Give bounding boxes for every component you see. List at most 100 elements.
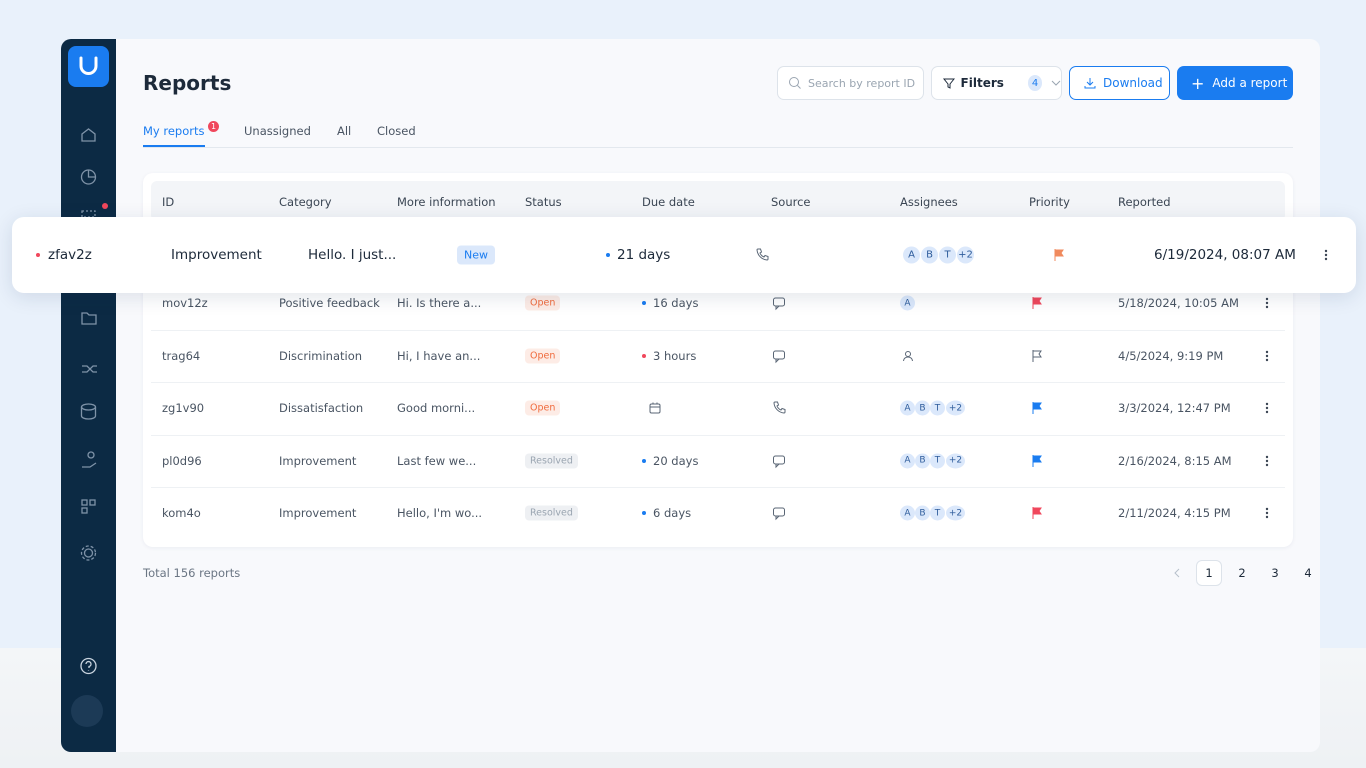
category: Improvement xyxy=(279,453,357,468)
more-info: Last few we... xyxy=(397,453,477,468)
row-menu[interactable] xyxy=(1318,247,1334,263)
row-menu[interactable] xyxy=(1259,505,1275,521)
status-tag: Open xyxy=(525,295,561,311)
priority-flag xyxy=(1029,505,1045,521)
row-dot xyxy=(36,253,40,257)
category: Improvement xyxy=(279,506,357,520)
row-menu-glyph xyxy=(1265,455,1269,466)
due-dot xyxy=(642,458,646,463)
total-count: Total 156 reports xyxy=(143,566,241,580)
column-header: Reported xyxy=(1118,195,1171,209)
source-icon xyxy=(771,348,787,364)
tab[interactable]: Unassigned xyxy=(244,124,311,138)
logo[interactable] xyxy=(68,46,109,87)
due-date: 16 days xyxy=(653,296,699,310)
more-info: Hi, I have an... xyxy=(397,348,481,363)
assignee: A xyxy=(903,246,920,264)
priority-flag xyxy=(1029,400,1045,416)
row-menu[interactable] xyxy=(1259,453,1275,469)
source-icon xyxy=(771,453,787,469)
row-menu[interactable] xyxy=(1259,348,1275,364)
column-header: Assignees xyxy=(900,195,958,209)
row-menu[interactable] xyxy=(1259,400,1275,416)
due-dot xyxy=(642,301,646,305)
report-id: trag64 xyxy=(162,348,201,363)
assignee: A xyxy=(900,453,915,468)
source-icon xyxy=(771,505,787,521)
nav-icons[interactable] xyxy=(80,128,97,675)
tab-badge: 1 xyxy=(208,121,219,132)
assignee: B xyxy=(921,246,938,264)
source-icon-glyph xyxy=(756,248,769,261)
unassigned-icon-glyph xyxy=(903,350,913,361)
add-report-button[interactable]: + Add a report xyxy=(1177,66,1293,100)
row-menu-glyph xyxy=(1324,249,1328,261)
row-menu-glyph xyxy=(1265,402,1269,414)
filters-button[interactable]: Filters 4 xyxy=(931,66,1062,100)
priority-flag-glyph xyxy=(1032,297,1042,309)
sidebar-icons xyxy=(68,46,109,727)
source-icon-glyph xyxy=(773,455,785,468)
row-divider xyxy=(151,434,1285,436)
due-dot xyxy=(642,353,646,358)
assignee: A xyxy=(900,400,915,416)
tab[interactable]: My reports xyxy=(143,123,205,147)
reported-date: 5/18/2024, 10:05 AM xyxy=(1118,296,1239,310)
reported-date: 2/16/2024, 8:15 AM xyxy=(1118,453,1232,468)
page-number[interactable]: 2 xyxy=(1238,566,1246,580)
search-box[interactable]: Search by report ID xyxy=(777,66,924,100)
filters-label: Filters xyxy=(960,76,1004,90)
app-window: Reports Search by report ID Filters 4 Do… xyxy=(61,39,1320,752)
column-header: Status xyxy=(525,195,562,209)
reported-date: 6/19/2024, 08:07 AM xyxy=(1154,247,1296,263)
due-date: 21 days xyxy=(617,247,671,263)
source-icon-glyph xyxy=(773,350,785,363)
category: Dissatisfaction xyxy=(279,401,364,415)
assignee: B xyxy=(915,453,930,468)
assignee: +2 xyxy=(946,505,965,521)
tab[interactable]: All xyxy=(337,124,352,138)
due-dot xyxy=(642,511,646,515)
priority-flag xyxy=(1029,295,1045,311)
filters-count: 4 xyxy=(1027,75,1043,91)
source-icon-glyph xyxy=(773,401,786,414)
assignee: A xyxy=(900,295,915,311)
due-date: 6 days xyxy=(653,506,692,520)
row-divider xyxy=(151,382,1285,383)
priority-flag-glyph xyxy=(1054,249,1064,261)
assignee: B xyxy=(915,505,930,521)
avatar[interactable] xyxy=(71,695,103,727)
status-tag: Open xyxy=(525,348,561,363)
page-number[interactable]: 3 xyxy=(1271,566,1279,580)
tab[interactable]: Closed xyxy=(377,124,416,138)
column-header: Priority xyxy=(1029,195,1070,209)
download-button[interactable]: Download xyxy=(1069,66,1170,100)
due-calendar-glyph xyxy=(649,402,661,414)
column-header: ID xyxy=(162,195,175,209)
column-header: Category xyxy=(279,195,332,209)
row-menu-glyph xyxy=(1265,297,1269,309)
category: Improvement xyxy=(171,247,262,263)
source-icon xyxy=(771,295,787,311)
category: Discrimination xyxy=(279,348,363,363)
status-tag: Resolved xyxy=(525,505,578,521)
priority-flag-glyph xyxy=(1032,402,1042,414)
source-icon-glyph xyxy=(773,507,785,521)
table-header-bg xyxy=(151,181,1285,221)
column-header: More information xyxy=(397,195,496,209)
search-placeholder: Search by report ID xyxy=(808,76,916,90)
sidebar xyxy=(61,39,116,752)
row-menu[interactable] xyxy=(1259,295,1275,311)
reported-date: 3/3/2024, 12:47 PM xyxy=(1118,401,1231,415)
row-divider xyxy=(151,329,1285,331)
assignee: A xyxy=(900,505,915,521)
assignee: B xyxy=(915,400,930,416)
page-number[interactable]: 4 xyxy=(1304,566,1312,580)
assignee: T xyxy=(930,400,945,416)
highlighted-row[interactable]: zfav2z Improvement Hello. I just... New 21 d… xyxy=(12,217,1356,293)
reported-date: 4/5/2024, 9:19 PM xyxy=(1118,348,1224,363)
page-number[interactable]: 1 xyxy=(1196,560,1222,586)
due-calendar xyxy=(647,400,663,416)
priority-flag-glyph xyxy=(1032,454,1042,467)
